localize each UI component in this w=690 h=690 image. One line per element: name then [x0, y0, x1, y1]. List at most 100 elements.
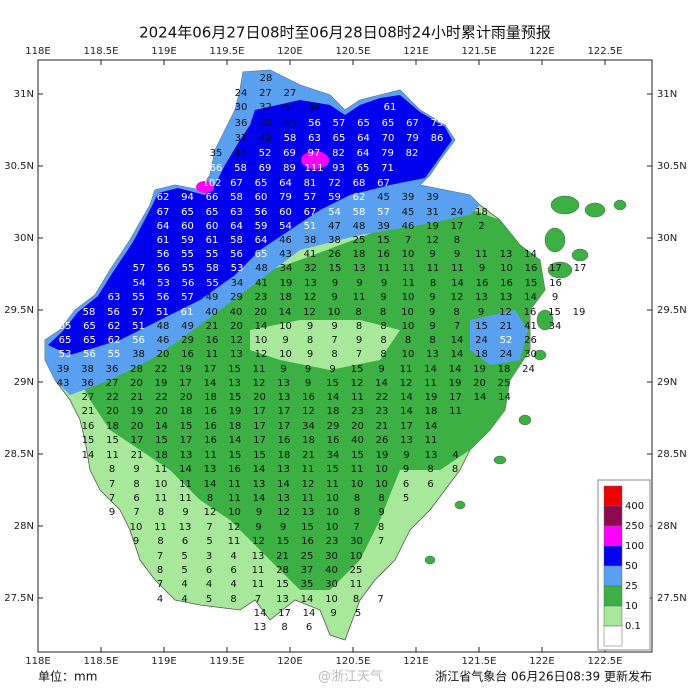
rainfall-value: 38 [328, 235, 341, 246]
rainfall-value: 21 [131, 450, 144, 461]
rainfall-value: 68 [353, 178, 366, 189]
rainfall-value: 23 [351, 406, 364, 417]
rainfall-value: 7 [206, 522, 212, 533]
rainfall-value: 71 [381, 163, 394, 174]
rainfall-value: 30 [325, 579, 338, 590]
rainfall-value: 8 [427, 464, 433, 475]
rainfall-value: 8 [380, 321, 386, 332]
rainfall-value: 34 [231, 278, 244, 289]
rainfall-value: 11 [253, 364, 266, 375]
rainfall-value: 16 [525, 263, 538, 274]
watermark: @浙江天气 [318, 669, 383, 685]
rainfall-value: 7 [157, 551, 163, 562]
rainfall-value: 20 [473, 378, 486, 389]
rainfall-value: 14 [204, 378, 217, 389]
rainfall-value: 60 [279, 207, 292, 218]
zone-10-light [250, 320, 400, 370]
rainfall-value: 22 [376, 392, 389, 403]
rainfall-value: 64 [279, 178, 292, 189]
rainfall-value: 9 [256, 507, 262, 518]
rainfall-value: 46 [279, 235, 292, 246]
lat-label: 31N [14, 89, 34, 100]
rainfall-value: 5 [355, 608, 361, 619]
rainfall-value: 28 [260, 73, 273, 84]
rainfall-value: 56 [157, 249, 170, 260]
rainfall-value: 13 [180, 450, 193, 461]
rainfall-value: 18 [475, 349, 488, 360]
rainfall-value: 7 [331, 335, 337, 346]
rainfall-value: 16 [204, 421, 217, 432]
rainfall-value: 17 [253, 406, 266, 417]
rainfall-value: 13 [353, 263, 366, 274]
rainfall-value: 9 [280, 364, 286, 375]
rainfall-value: 13 [253, 479, 266, 490]
rainfall-value: 11 [326, 479, 339, 490]
rainfall-value: 11 [204, 450, 217, 461]
rainfall-value: 14 [277, 479, 290, 490]
rainfall-value: 62 [353, 192, 366, 203]
rainfall-value: 17 [253, 421, 266, 432]
rainfall-value: 8 [380, 349, 386, 360]
rainfall-value: 24 [235, 88, 248, 99]
rainfall-value: 14 [255, 321, 268, 332]
rainfall-value: 36 [235, 118, 248, 129]
rainfall-value: 45 [377, 192, 390, 203]
rainfall-value: 40 [205, 307, 218, 318]
rainfall-value: 11 [475, 249, 488, 260]
rainfall-value: 15 [377, 235, 390, 246]
rainfall-value: 18 [302, 435, 315, 446]
rainfall-value: 21 [302, 450, 315, 461]
lat-label: 27.5N [4, 593, 34, 604]
rainfall-value: 9 [429, 292, 435, 303]
rainfall-value: 65 [333, 133, 346, 144]
rainfall-value: 13 [254, 622, 267, 633]
rainfall-value: 65 [181, 207, 194, 218]
rainfall-value: 17 [278, 608, 291, 619]
rainfall-value: 9 [329, 364, 335, 375]
rainfall-value: 51 [156, 307, 169, 318]
rainfall-value: 61 [384, 102, 397, 113]
lon-label: 121.5E [462, 656, 497, 667]
legend-swatch [603, 585, 623, 607]
rainfall-value: 15 [180, 421, 193, 432]
rainfall-value: 21 [500, 321, 513, 332]
rainfall-value: 13 [278, 392, 291, 403]
rainfall-value: 11 [228, 493, 241, 504]
legend-swatch [603, 485, 623, 507]
rainfall-value: 64 [230, 221, 243, 232]
rainfall-value: 22 [155, 364, 168, 375]
rainfall-value: 58 [284, 133, 297, 144]
rainfall-value: 28 [130, 364, 143, 375]
rainfall-value: 25 [350, 565, 363, 576]
rainfall-value: 67 [157, 207, 170, 218]
rainfall-value: 9 [478, 307, 484, 318]
rainfall-value: 41 [304, 249, 317, 260]
rainfall-value: 17 [549, 263, 562, 274]
rainfall-value: 9 [255, 522, 261, 533]
rainfall-value: 21 [131, 392, 144, 403]
rainfall-value: 9 [403, 450, 409, 461]
rainfall-value: 15 [301, 522, 314, 533]
rainfall-value: 13 [425, 450, 438, 461]
rainfall-value: 9 [305, 364, 311, 375]
rainfall-value: 16 [549, 278, 562, 289]
rainfall-value: 11 [179, 479, 192, 490]
rainfall-value: 14 [375, 378, 388, 389]
rainfall-value: 11 [449, 406, 462, 417]
rainfall-value: 7 [133, 507, 139, 518]
rainfall-value: 15 [106, 435, 119, 446]
rainfall-value: 39 [426, 192, 439, 203]
legend-swatch [603, 625, 623, 647]
rainfall-value: 19 [573, 307, 586, 318]
rainfall-value: 7 [356, 349, 362, 360]
lon-label: 121E [403, 46, 428, 57]
rainfall-value: 64 [157, 221, 170, 232]
lon-label: 118.5E [84, 46, 119, 57]
rainfall-value: 13 [500, 292, 513, 303]
rainfall-value: 9 [280, 522, 286, 533]
lat-label: 28N [657, 521, 677, 532]
rainfall-value: 59 [181, 235, 194, 246]
rainfall-value: 7 [454, 321, 460, 332]
